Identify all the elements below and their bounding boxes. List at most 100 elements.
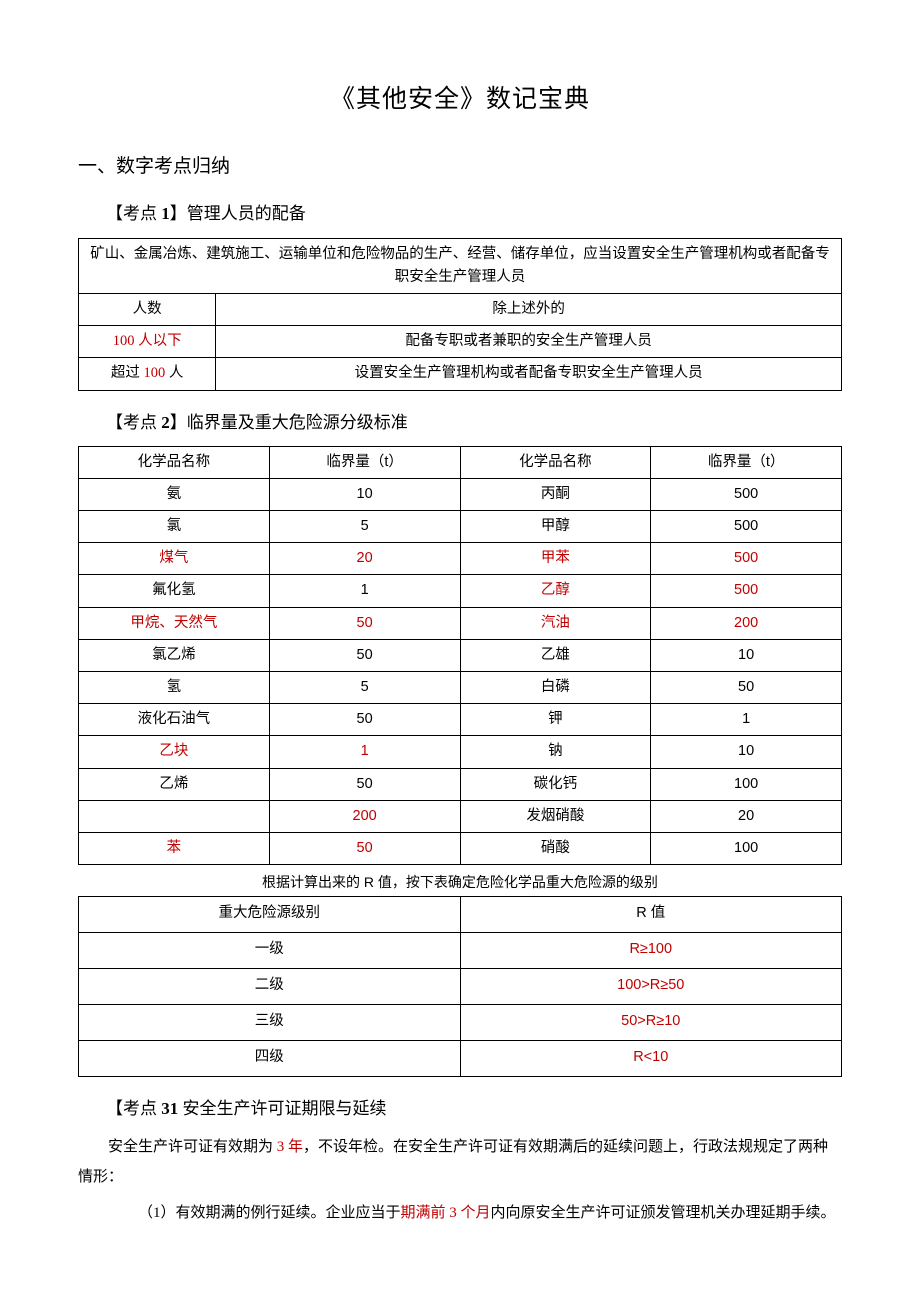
table-row: 矿山、金属冶炼、建筑施工、运输单位和危险物品的生产、经营、储存单位，应当设置安全… [79,238,842,293]
point-2-table: 化学品名称 临界量（t） 化学品名称 临界量（t） 氨10丙酮500氯5甲醇50… [78,446,842,865]
table-cell: 碳化钙 [460,768,651,800]
table-cell: 1 [651,704,842,736]
point-1-heading: 【考点 1】管理人员的配备 [106,200,842,227]
table-cell: 5 [269,672,460,704]
table-cell: 100 [651,768,842,800]
para-red: 3 年 [277,1139,303,1155]
table-cell: 1 [269,575,460,607]
table-cell: 500 [651,511,842,543]
table-cell: 氯乙烯 [79,639,270,671]
table-header: 重大危险源级别 [79,896,461,932]
point-3-heading: 【考点 31 安全生产许可证期限与延续 [106,1095,842,1122]
table-row: 氟化氢1乙醇500 [79,575,842,607]
table-cell: 甲醇 [460,511,651,543]
table-cell: 50 [269,639,460,671]
table-cell: 500 [651,543,842,575]
table-row: 氢5白磷50 [79,672,842,704]
table-row: 一级R≥100 [79,932,842,968]
table-row: 二级100>R≥50 [79,968,842,1004]
table-cell: 500 [651,478,842,510]
table-row: 氨10丙酮500 [79,478,842,510]
table-cell: 甲苯 [460,543,651,575]
table-cell: 1 [269,736,460,768]
table-header: 临界量（t） [651,446,842,478]
table-cell: 50 [269,607,460,639]
table-header: 临界量（t） [269,446,460,478]
table-header: 化学品名称 [460,446,651,478]
table-cell: 钾 [460,704,651,736]
table-row: 超过 100 人 设置安全生产管理机构或者配备专职安全生产管理人员 [79,358,842,390]
table-cell: R≥100 [460,932,842,968]
table-cell: 20 [651,800,842,832]
table-row: 四级R<10 [79,1040,842,1076]
point-2-table-3: 重大危险源级别 R 值 一级R≥100二级100>R≥50三级50>R≥10四级… [78,896,842,1077]
point-2-suffix: 】临界量及重大危险源分级标准 [170,413,408,432]
table-cell: 100 人以下 [79,326,216,358]
table-cell: 丙酮 [460,478,651,510]
table-cell: 四级 [79,1040,461,1076]
table-row: 甲烷、天然气50汽油200 [79,607,842,639]
table-cell: 乙烯 [79,768,270,800]
table-row: 苯50硝酸100 [79,832,842,864]
cell-post: 人 [165,365,183,381]
point-3-para-2: （1）有效期满的例行延续。企业应当于期满前 3 个月内向原安全生产许可证颁发管理… [78,1198,842,1228]
para-text: 安全生产许可证有效期为 [108,1139,277,1155]
table-row: 乙块1钠10 [79,736,842,768]
table-cell: 超过 100 人 [79,358,216,390]
table-cell: 白磷 [460,672,651,704]
table-cell: 200 [651,607,842,639]
section-heading-1: 一、数字考点归纳 [78,152,842,182]
point-3-para-1: 安全生产许可证有效期为 3 年，不设年检。在安全生产许可证有效期满后的延续问题上… [78,1132,842,1192]
point-1-table: 矿山、金属冶炼、建筑施工、运输单位和危险物品的生产、经营、储存单位，应当设置安全… [78,238,842,391]
table-cell: 10 [269,478,460,510]
para-text: （1）有效期满的例行延续。企业应当于 [138,1205,401,1221]
table-row: 乙烯50碳化钙100 [79,768,842,800]
cell-red: 100 [144,365,166,381]
table-header: 化学品名称 [79,446,270,478]
para-text: 内向原安全生产许可证颁发管理机关办理延期手续。 [491,1205,836,1221]
table-row: 化学品名称 临界量（t） 化学品名称 临界量（t） [79,446,842,478]
point-2-number: 2 [161,413,170,432]
table-cell: 5 [269,511,460,543]
table-cell: 液化石油气 [79,704,270,736]
table-cell: 50 [269,832,460,864]
table-header: R 值 [460,896,842,932]
table-cell: 氯 [79,511,270,543]
table-cell: 设置安全生产管理机构或者配备专职安全生产管理人员 [216,358,842,390]
table-header-full: 矿山、金属冶炼、建筑施工、运输单位和危险物品的生产、经营、储存单位，应当设置安全… [79,238,842,293]
table-cell: 三级 [79,1004,461,1040]
point-1-prefix: 【考点 [106,204,161,223]
point-1-suffix: 】管理人员的配备 [170,204,306,223]
table-cell: 乙块 [79,736,270,768]
point-1-number: 1 [161,204,170,223]
table-row: 200发烟硝酸20 [79,800,842,832]
table-row: 液化石油气50钾1 [79,704,842,736]
table-row: 人数 除上述外的 [79,293,842,325]
table-cell: 100 [651,832,842,864]
table-cell: 汽油 [460,607,651,639]
point-2-prefix: 【考点 [106,413,161,432]
table-cell: 氢 [79,672,270,704]
document-title: 《其他安全》数记宝典 [78,80,842,120]
table-row: 氯5甲醇500 [79,511,842,543]
table-cell: 50 [269,704,460,736]
point-3-suffix: 安全生产许可证期限与延续 [178,1099,386,1118]
table-cell: 除上述外的 [216,293,842,325]
point-2-caption: 根据计算出来的 R 值，按下表确定危险化学品重大危险源的级别 [78,871,842,893]
table-cell: 配备专职或者兼职的安全生产管理人员 [216,326,842,358]
table-cell: 10 [651,639,842,671]
table-cell: 10 [651,736,842,768]
table-cell: 发烟硝酸 [460,800,651,832]
table-cell: 一级 [79,932,461,968]
para-red: 期满前 3 个月 [401,1205,491,1221]
table-row: 氯乙烯50乙雄10 [79,639,842,671]
table-cell: 氟化氢 [79,575,270,607]
point-2-heading: 【考点 2】临界量及重大危险源分级标准 [106,409,842,436]
table-cell: 乙雄 [460,639,651,671]
table-cell: 乙醇 [460,575,651,607]
table-cell: 50>R≥10 [460,1004,842,1040]
table-cell: 20 [269,543,460,575]
table-cell [79,800,270,832]
table-row: 煤气20甲苯500 [79,543,842,575]
table-cell: 甲烷、天然气 [79,607,270,639]
